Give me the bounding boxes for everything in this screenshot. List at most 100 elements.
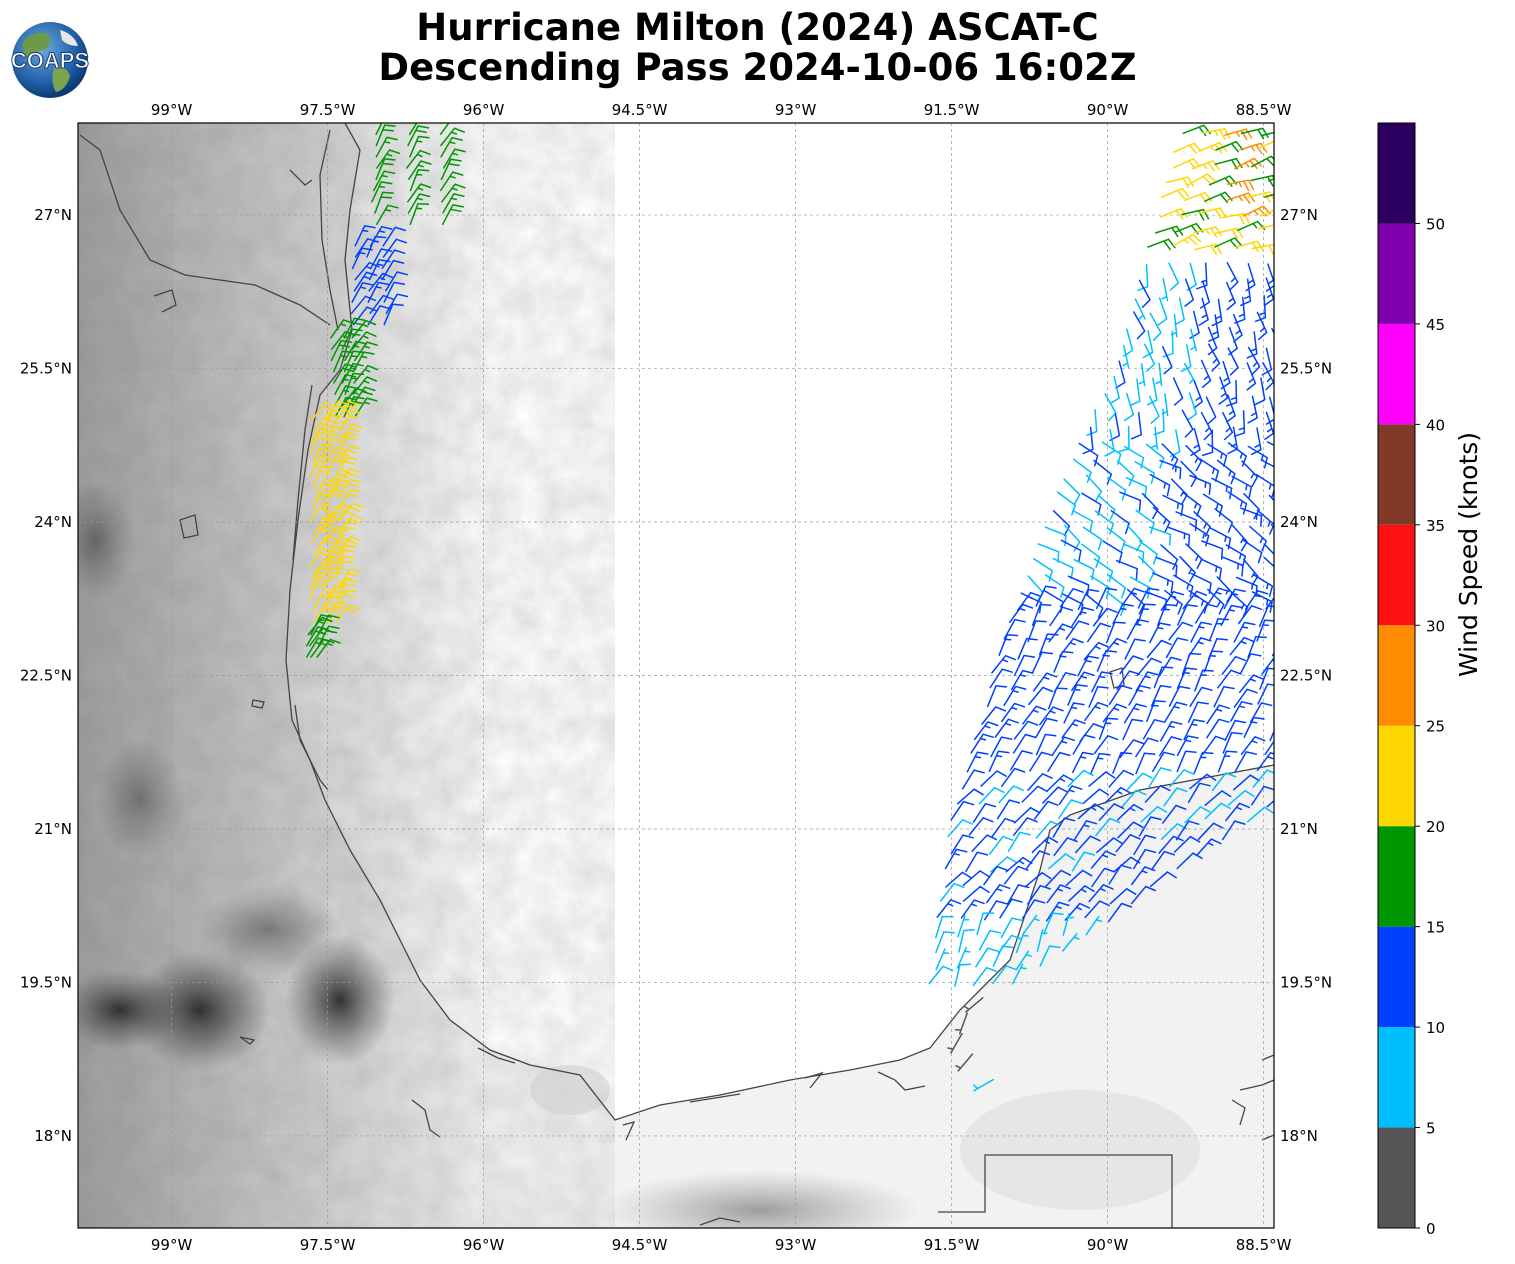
wind-barb <box>1190 427 1201 457</box>
wind-barb <box>1165 637 1189 659</box>
coastline <box>79 123 1274 1228</box>
wind-barb <box>1261 656 1274 675</box>
wind-barb <box>322 410 344 432</box>
lon-tick-label-top: 93°W <box>775 101 817 119</box>
wind-barb <box>1267 178 1274 182</box>
wind-barb <box>983 900 1008 921</box>
wind-barb <box>1137 263 1149 292</box>
wind-barb <box>973 1078 994 1092</box>
wind-barb <box>312 465 333 488</box>
wind-barb <box>945 871 972 888</box>
wind-barb <box>334 373 357 395</box>
wind-barb <box>1266 441 1274 447</box>
lat-tick-label-right: 19.5°N <box>1280 973 1332 991</box>
wind-barb <box>1207 443 1228 467</box>
wind-barb <box>1233 157 1263 170</box>
wind-barb <box>1225 544 1247 568</box>
wind-barb <box>1226 192 1256 204</box>
wind-barb <box>1104 393 1117 422</box>
wind-barb <box>381 249 406 270</box>
wind-barb <box>1198 207 1227 220</box>
wind-barb <box>966 751 989 773</box>
wind-barb <box>1106 591 1126 617</box>
colorbar-bin <box>1378 1127 1415 1228</box>
wind-barb <box>440 127 465 147</box>
wind-barb <box>1035 585 1057 607</box>
wind-barb <box>1199 458 1220 482</box>
wind-barb <box>991 654 1016 674</box>
wind-barb <box>323 488 344 511</box>
wind-barb <box>1048 853 1076 870</box>
wind-barb <box>406 149 431 169</box>
wind-barb <box>1176 667 1198 690</box>
wind-barb <box>1108 864 1132 885</box>
wind-barb <box>1187 173 1216 186</box>
lon-tick-label-bottom: 90°W <box>1087 1236 1129 1254</box>
wind-barb <box>1254 377 1266 406</box>
wind-barb <box>1247 346 1261 375</box>
wind-barb <box>1082 788 1110 805</box>
wind-barb <box>1271 652 1274 657</box>
wind-barb <box>1231 524 1248 552</box>
wind-barb <box>1177 604 1198 626</box>
wind-barb <box>1045 869 1072 888</box>
colorbar-tick-label: 15 <box>1426 919 1445 937</box>
wind-barb <box>1036 928 1048 952</box>
wind-barb <box>337 445 361 466</box>
wind-barb <box>375 123 383 136</box>
wind-barb <box>1194 669 1214 692</box>
wind-barb <box>343 317 366 339</box>
wind-barb <box>1252 573 1274 597</box>
wind-barb <box>1060 539 1082 562</box>
wind-barb <box>1202 735 1227 756</box>
wind-barb <box>407 160 432 181</box>
coaps-logo-icon: COAPS <box>10 22 90 98</box>
wind-barb <box>1031 603 1052 626</box>
wind-barb <box>309 455 332 477</box>
wind-barb <box>1191 160 1220 172</box>
wind-barb <box>1173 142 1202 154</box>
wind-barb <box>1009 603 1034 624</box>
colorbar-bin <box>1378 323 1415 425</box>
wind-barb <box>1094 510 1115 535</box>
wind-barb <box>1061 933 1080 952</box>
wind-barb <box>1217 750 1238 773</box>
colorbar-tick-label: 0 <box>1426 1220 1436 1238</box>
wind-barb <box>311 401 337 421</box>
wind-barb <box>1072 751 1094 773</box>
wind-barb <box>1058 785 1083 805</box>
wind-barb <box>1264 544 1274 563</box>
wind-barb <box>1204 790 1232 807</box>
wind-barb <box>369 294 394 315</box>
lon-tick-label-bottom: 93°W <box>775 1236 817 1254</box>
wind-barb <box>1119 491 1142 512</box>
lat-tick-label-right: 22.5°N <box>1280 667 1332 685</box>
wind-barb <box>1074 835 1101 854</box>
wind-barb <box>1068 885 1095 902</box>
wind-barb <box>1072 734 1096 755</box>
wind-barb <box>1146 639 1172 659</box>
wind-barb <box>439 123 450 136</box>
wind-barb <box>1029 751 1053 772</box>
wind-barb <box>1112 603 1134 625</box>
wind-barb <box>954 963 972 988</box>
wind-barb <box>1035 717 1058 739</box>
wind-barb <box>998 633 1019 656</box>
wind-barb <box>1220 360 1231 390</box>
wind-barb <box>1239 653 1262 675</box>
wind-barb <box>1007 831 1031 852</box>
wind-barb <box>1042 786 1069 804</box>
wind-barb <box>311 524 335 545</box>
wind-barb <box>1173 835 1201 853</box>
wind-barb <box>1233 410 1246 437</box>
wind-barb <box>1251 155 1274 168</box>
wind-barb <box>1065 620 1090 640</box>
wind-barb <box>1064 524 1081 552</box>
wind-barb <box>1052 557 1074 579</box>
wind-barb <box>1221 655 1247 675</box>
wind-barb <box>1126 618 1149 640</box>
wind-barb <box>1152 751 1175 772</box>
wind-barb <box>1144 785 1171 803</box>
wind-barb <box>1162 346 1173 375</box>
title-line-1: Hurricane Milton (2024) ASCAT-C <box>416 6 1099 49</box>
